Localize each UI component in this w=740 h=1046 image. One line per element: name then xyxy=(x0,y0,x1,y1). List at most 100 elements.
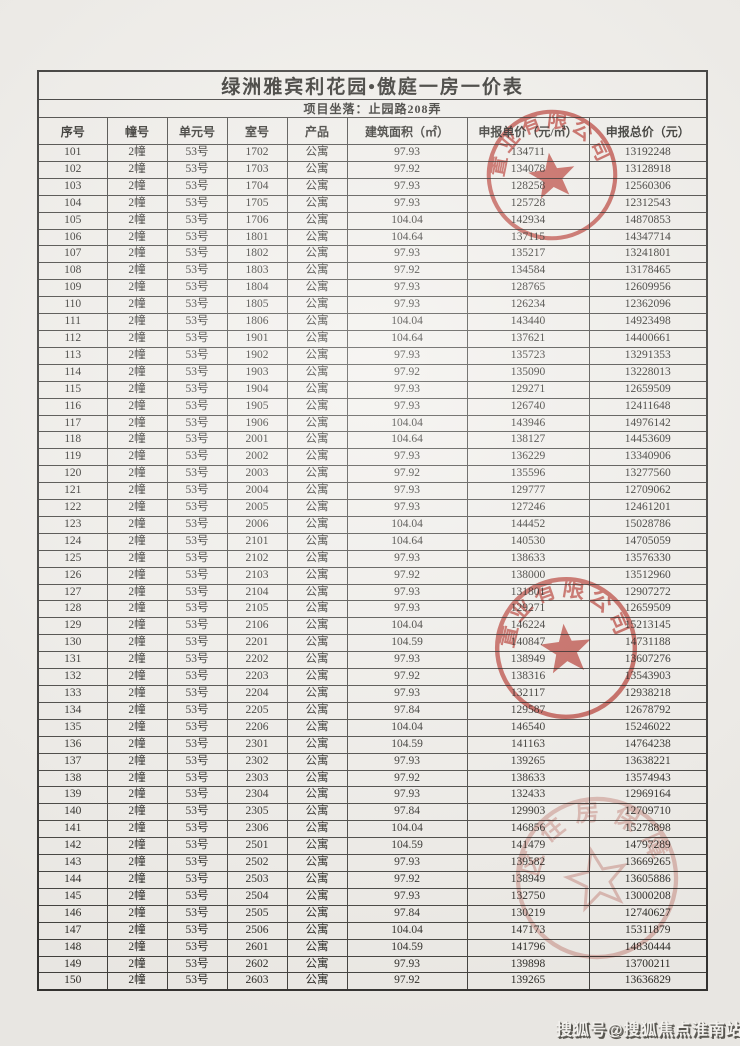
table-cell: 128 xyxy=(37,600,108,619)
table-cell: 2505 xyxy=(226,904,288,923)
table-cell: 132433 xyxy=(466,786,590,805)
table-cell: 2幢 xyxy=(106,718,168,737)
table-cell: 公寓 xyxy=(286,465,348,484)
table-cell: 53号 xyxy=(166,144,228,162)
table-cell: 138949 xyxy=(466,870,590,889)
table-row: 108 2幢 53号 1803 公寓 97.92 134584 13178465 xyxy=(37,262,708,281)
table-cell: 1803 xyxy=(226,262,288,281)
table-subtitle-row: 项目坐落：止园路208弄 xyxy=(37,99,708,118)
table-cell: 53号 xyxy=(166,617,228,636)
table-cell: 139265 xyxy=(466,752,590,771)
table-cell: 53号 xyxy=(166,211,228,230)
table-cell: 53号 xyxy=(166,160,228,179)
table-cell: 53号 xyxy=(166,955,228,974)
table-cell: 97.84 xyxy=(346,701,468,720)
table-row: 139 2幢 53号 2304 公寓 97.93 132433 12969164 xyxy=(37,786,708,805)
table-cell: 97.93 xyxy=(346,752,468,771)
table-cell: 公寓 xyxy=(286,482,348,501)
table-cell: 公寓 xyxy=(286,549,348,568)
table-cell: 97.93 xyxy=(346,144,468,162)
table-cell: 53号 xyxy=(166,329,228,348)
table-cell: 15213145 xyxy=(588,617,708,636)
table-row: 146 2幢 53号 2505 公寓 97.84 130219 12740627 xyxy=(37,904,708,923)
table-cell: 116 xyxy=(37,397,108,416)
table-cell: 2幢 xyxy=(106,211,168,230)
table-cell: 139265 xyxy=(466,972,590,991)
table-row: 147 2幢 53号 2506 公寓 104.04 147173 15311879 xyxy=(37,921,708,940)
table-row: 136 2幢 53号 2301 公寓 104.59 141163 14764238 xyxy=(37,735,708,754)
table-cell: 公寓 xyxy=(286,313,348,331)
table-cell: 14400661 xyxy=(588,329,708,348)
table-cell: 14976142 xyxy=(588,414,708,433)
table-title-row: 绿洲雅宾利花园•傲庭一房一价表 xyxy=(37,70,708,100)
table-cell: 12659509 xyxy=(588,380,708,399)
table-cell: 128765 xyxy=(466,279,590,298)
table-cell: 12461201 xyxy=(588,499,708,517)
table-cell: 106 xyxy=(37,228,108,247)
table-cell: 138949 xyxy=(466,651,590,670)
table-cell: 公寓 xyxy=(286,752,348,771)
table-cell: 119 xyxy=(37,448,108,467)
table-cell: 53号 xyxy=(166,870,228,889)
table-cell: 104.64 xyxy=(346,532,468,551)
table-cell: 2501 xyxy=(226,837,288,856)
table-row: 102 2幢 53号 1703 公寓 97.92 134078 13128918 xyxy=(37,160,708,179)
table-row: 112 2幢 53号 1901 公寓 104.64 137621 14400661 xyxy=(37,329,708,348)
table-cell: 1901 xyxy=(226,329,288,348)
table-cell: 2幢 xyxy=(106,820,168,839)
table-cell: 53号 xyxy=(166,499,228,517)
table-cell: 129271 xyxy=(466,600,590,619)
table-cell: 97.93 xyxy=(346,854,468,872)
table-cell: 2幢 xyxy=(106,904,168,923)
table-cell: 114 xyxy=(37,363,108,382)
table-cell: 97.93 xyxy=(346,685,468,703)
table-cell: 2幢 xyxy=(106,194,168,213)
table-cell: 133 xyxy=(37,685,108,703)
table-cell: 97.93 xyxy=(346,397,468,416)
table-cell: 公寓 xyxy=(286,854,348,872)
table-cell: 2幢 xyxy=(106,177,168,196)
table-cell: 53号 xyxy=(166,634,228,653)
table-cell: 140 xyxy=(37,803,108,822)
table-cell: 公寓 xyxy=(286,668,348,686)
table-cell: 2幢 xyxy=(106,414,168,433)
col-header-total-price: 申报总价（元） xyxy=(588,117,708,145)
table-cell: 13576330 xyxy=(588,549,708,568)
table-cell: 53号 xyxy=(166,482,228,501)
table-cell: 公寓 xyxy=(286,583,348,602)
table-cell: 104.04 xyxy=(346,414,468,433)
table-cell: 2306 xyxy=(226,820,288,839)
table-cell: 104.64 xyxy=(346,228,468,247)
table-cell: 97.92 xyxy=(346,566,468,585)
project-location: 项目坐落：止园路208弄 xyxy=(37,99,708,118)
table-cell: 143 xyxy=(37,854,108,872)
table-cell: 97.92 xyxy=(346,972,468,991)
table-cell: 13241801 xyxy=(588,245,708,264)
col-header-room: 室号 xyxy=(226,117,288,145)
table-cell: 公寓 xyxy=(286,600,348,619)
table-cell: 126740 xyxy=(466,397,590,416)
table-cell: 14870853 xyxy=(588,211,708,230)
table-cell: 2幢 xyxy=(106,279,168,298)
table-cell: 146224 xyxy=(466,617,590,636)
table-cell: 53号 xyxy=(166,972,228,991)
table-row: 122 2幢 53号 2005 公寓 97.93 127246 12461201 xyxy=(37,499,708,517)
table-cell: 124 xyxy=(37,532,108,551)
table-cell: 公寓 xyxy=(286,279,348,298)
table-cell: 129587 xyxy=(466,701,590,720)
table-cell: 2幢 xyxy=(106,482,168,501)
table-cell: 137 xyxy=(37,752,108,771)
table-cell: 53号 xyxy=(166,701,228,720)
table-cell: 126234 xyxy=(466,296,590,315)
col-header-serial: 序号 xyxy=(37,117,108,145)
table-cell: 139 xyxy=(37,786,108,805)
table-cell: 公寓 xyxy=(286,431,348,450)
table-cell: 105 xyxy=(37,211,108,230)
table-cell: 2幢 xyxy=(106,448,168,467)
table-cell: 143440 xyxy=(466,313,590,331)
table-cell: 2幢 xyxy=(106,870,168,889)
table-cell: 97.92 xyxy=(346,668,468,686)
table-cell: 53号 xyxy=(166,262,228,281)
table-cell: 13192248 xyxy=(588,144,708,162)
table-cell: 132 xyxy=(37,668,108,686)
